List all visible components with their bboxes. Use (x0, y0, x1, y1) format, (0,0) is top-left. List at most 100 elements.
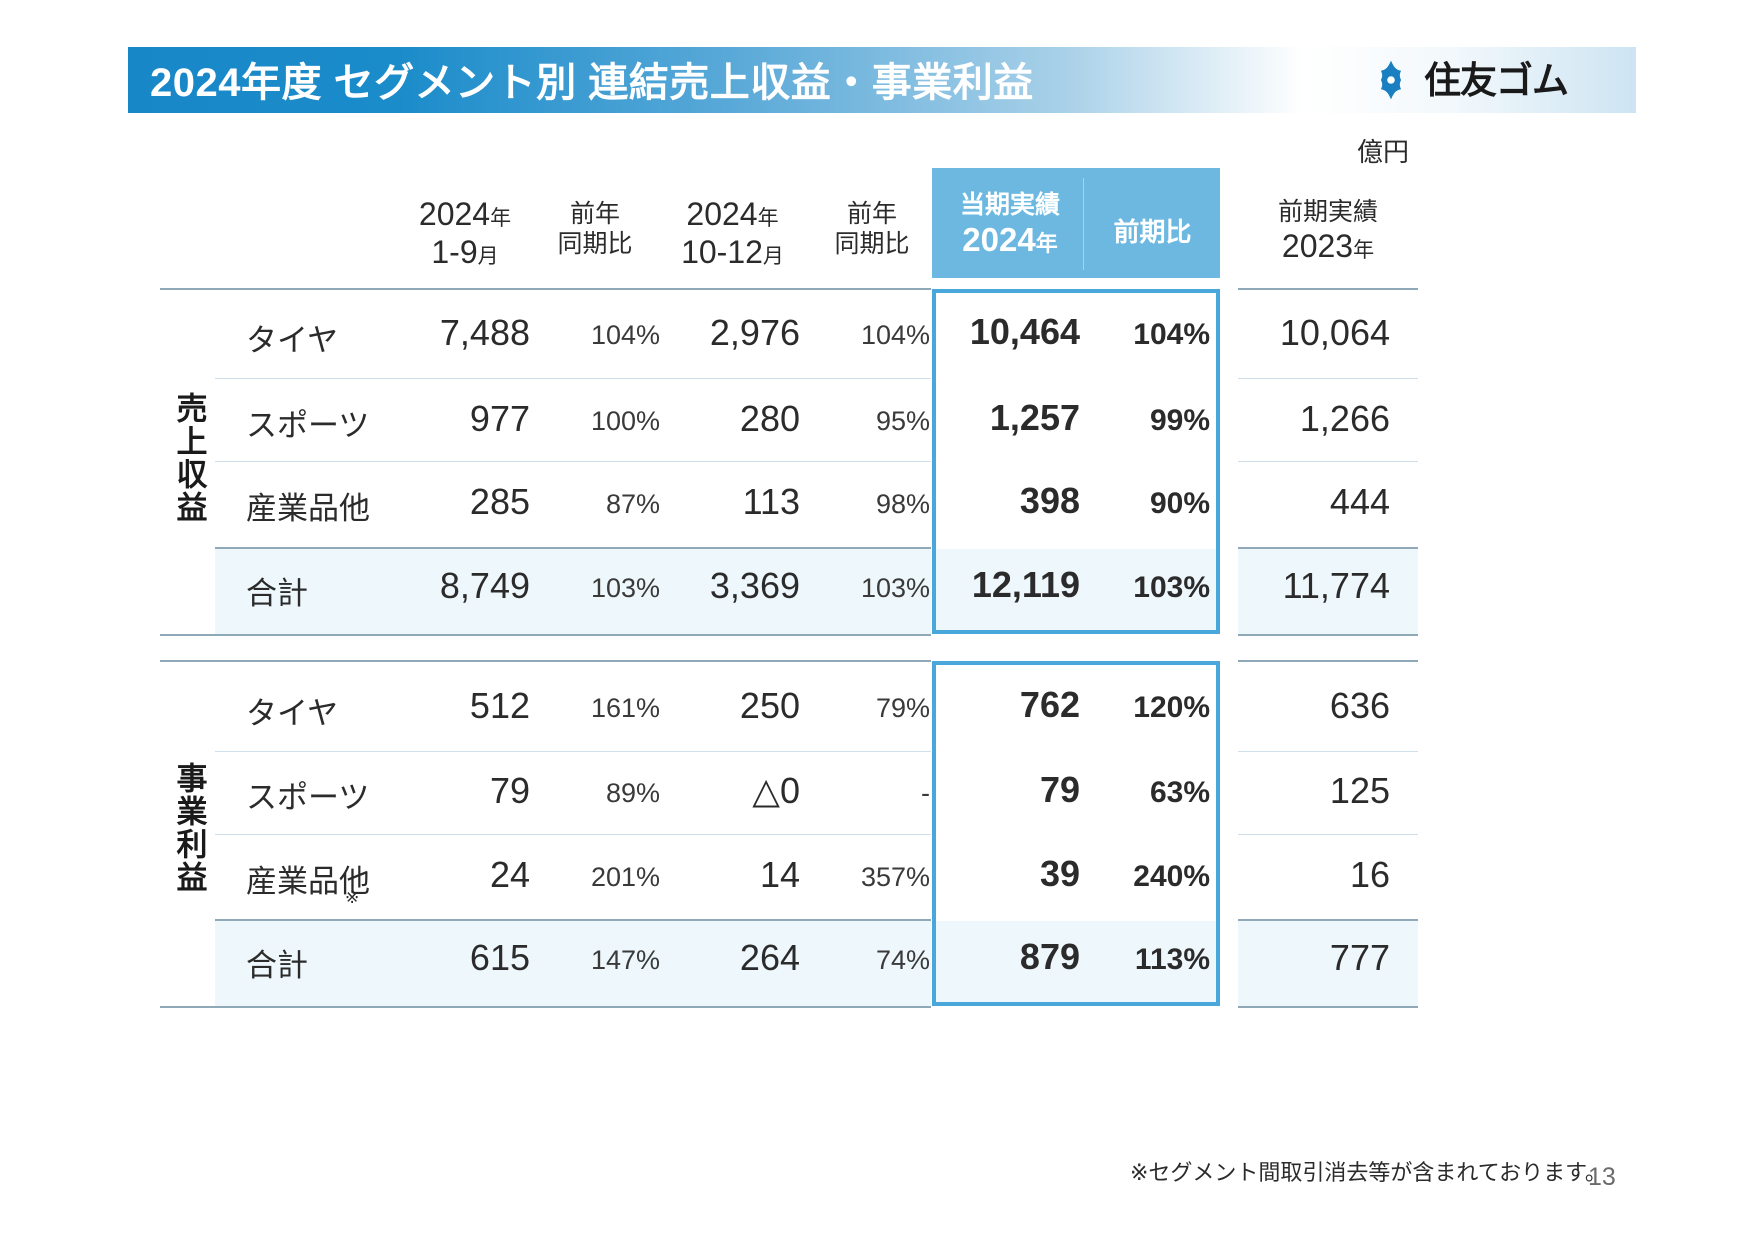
profit-row-0-c1: 512 (469, 685, 530, 726)
revenue-row-1-c3: 280 (739, 398, 800, 439)
col-header-yoy-full-label: 前期比 (1113, 217, 1192, 247)
revenue-row-2-segment: 産業品他 (246, 491, 370, 526)
col-header-yoy-2-line2: 同期比 (834, 229, 910, 258)
col-header-current-label: 当期実績 (959, 191, 1060, 219)
col-header-2024-10-12-year-suffix: 年 (757, 207, 779, 230)
revenue-row-3-c1: 8,749 (439, 565, 530, 606)
col-header-prior-year: 2023 (1281, 227, 1354, 264)
profit-row-1-segment: スポーツ (246, 780, 370, 815)
profit-row-2-c2: 201% (590, 862, 660, 892)
profit-row-0-c2: 161% (590, 693, 660, 723)
profit-row-1-c1: 79 (489, 770, 530, 811)
revenue-row-1-segment: スポーツ (246, 408, 370, 443)
revenue-top-rule-left (160, 288, 931, 290)
revenue-row-0-c4: 104% (860, 320, 930, 350)
profit-total-rule-left (215, 919, 931, 921)
profit-total-band-mid (936, 921, 1216, 1002)
revenue-row-2-c7: 444 (1329, 481, 1390, 522)
profit-row-1-c5: 79 (1039, 769, 1080, 810)
col-header-yoy-2-line1: 前年 (846, 200, 897, 228)
profit-row-3-c6: 113% (1134, 943, 1210, 976)
profit-row-rule-2-left (215, 834, 931, 835)
profit-bottom-rule-right (1238, 1006, 1418, 1008)
revenue-row-1-c2: 100% (590, 406, 660, 436)
revenue-row-3-c7: 11,774 (1282, 565, 1390, 606)
revenue-bottom-rule-left (160, 634, 931, 636)
profit-row-1-c2: 89% (605, 778, 660, 808)
profit-row-0-c3: 250 (739, 685, 800, 726)
section-label-revenue: 売上収益 (171, 392, 207, 524)
revenue-row-3-c3: 3,369 (709, 565, 800, 606)
profit-row-1-c6: 63% (1149, 776, 1210, 809)
revenue-row-3-c4: 103% (860, 573, 930, 603)
profit-row-0-c4: 79% (875, 693, 930, 723)
revenue-total-band-mid (936, 549, 1216, 630)
profit-top-rule-right (1238, 660, 1418, 662)
revenue-row-0-c2: 104% (590, 320, 660, 350)
profit-row-2-footnote-mark: ※ (345, 888, 360, 907)
profit-row-rule-1-right (1238, 751, 1418, 752)
profit-total-band-left (215, 921, 931, 1006)
col-header-2024-1-9-year-suffix: 年 (490, 207, 512, 230)
revenue-row-1-c7: 1,266 (1299, 398, 1390, 439)
revenue-row-0-segment: タイヤ (246, 323, 339, 358)
page-title: 2024年度 セグメント別 連結売上収益・事業利益 (150, 60, 1034, 105)
revenue-row-3-c6: 103% (1133, 571, 1210, 604)
col-header-2024-10-12: 2024年 10-12月 (660, 196, 805, 272)
revenue-row-0-c6: 104% (1133, 318, 1210, 351)
revenue-total-rule-left (215, 547, 931, 549)
company-logo-text: 住友ゴム (1424, 59, 1569, 101)
profit-row-1-c3: △0 (752, 770, 800, 811)
col-header-prior-2023: 前期実績 2023年 (1238, 198, 1418, 265)
profit-bottom-rule-left (160, 1006, 931, 1008)
col-header-current-year-suffix: 年 (1035, 231, 1058, 256)
col-header-current-2024: 当期実績 2024年 (940, 190, 1080, 260)
revenue-row-0-c5: 10,464 (969, 311, 1080, 352)
revenue-row-2-c6: 90% (1149, 487, 1210, 520)
profit-row-rule-2-right (1238, 834, 1418, 835)
footnote-text: ※セグメント間取引消去等が含まれております。 (1130, 1160, 1607, 1185)
revenue-bottom-rule-right (1238, 634, 1418, 636)
revenue-total-rule-right (1238, 547, 1418, 549)
profit-row-1-c4: - (921, 778, 930, 808)
revenue-total-band-right (1238, 549, 1418, 634)
col-header-2024-10-12-year: 2024 (686, 196, 758, 232)
col-header-yoy-full: 前期比 (1090, 217, 1215, 248)
profit-row-3-c2: 147% (590, 945, 660, 975)
profit-row-2-c4: 357% (860, 862, 930, 892)
col-header-2024-1-9-months: 1-9 (431, 233, 478, 270)
revenue-row-rule-2-left (215, 461, 931, 462)
profit-row-3-segment: 合計 (246, 948, 308, 983)
revenue-row-1-c6: 99% (1149, 404, 1210, 437)
col-header-2024-1-9: 2024年 1-9月 (400, 196, 530, 272)
col-header-current-year: 2024 (962, 221, 1036, 258)
profit-row-2-segment: 産業品他 (246, 864, 370, 899)
profit-row-3-c3: 264 (739, 937, 800, 978)
revenue-row-1-c5: 1,257 (989, 397, 1080, 438)
profit-row-0-c7: 636 (1329, 685, 1390, 726)
revenue-row-0-c1: 7,488 (439, 312, 530, 353)
profit-row-0-c6: 120% (1133, 691, 1210, 724)
revenue-row-2-c1: 285 (469, 481, 530, 522)
profit-row-3-c4: 74% (875, 945, 930, 975)
revenue-row-0-c7: 10,064 (1279, 312, 1390, 353)
revenue-row-3-segment: 合計 (246, 576, 308, 611)
profit-total-rule-right (1238, 919, 1418, 921)
profit-row-3-c5: 879 (1019, 936, 1080, 977)
col-header-2024-10-12-months: 10-12 (681, 233, 763, 270)
revenue-row-2-c3: 113 (742, 481, 800, 522)
revenue-row-0-c3: 2,976 (709, 312, 800, 353)
profit-total-band-right (1238, 921, 1418, 1006)
header-box-divider (1083, 178, 1084, 270)
revenue-row-rule-1-right (1238, 378, 1418, 379)
unit-label: 億円 (1356, 137, 1409, 167)
revenue-top-rule-right (1238, 288, 1418, 290)
profit-row-0-c5: 762 (1019, 684, 1080, 725)
col-header-2024-10-12-months-suffix: 月 (762, 244, 784, 268)
revenue-row-2-c4: 98% (875, 489, 930, 519)
sumitomo-diamond-icon (1380, 60, 1402, 100)
slide-title-bar: 2024年度 セグメント別 連結売上収益・事業利益 住友ゴム (128, 47, 1636, 113)
profit-row-0-segment: タイヤ (246, 696, 339, 731)
col-header-prior-label: 前期実績 (1277, 198, 1378, 226)
